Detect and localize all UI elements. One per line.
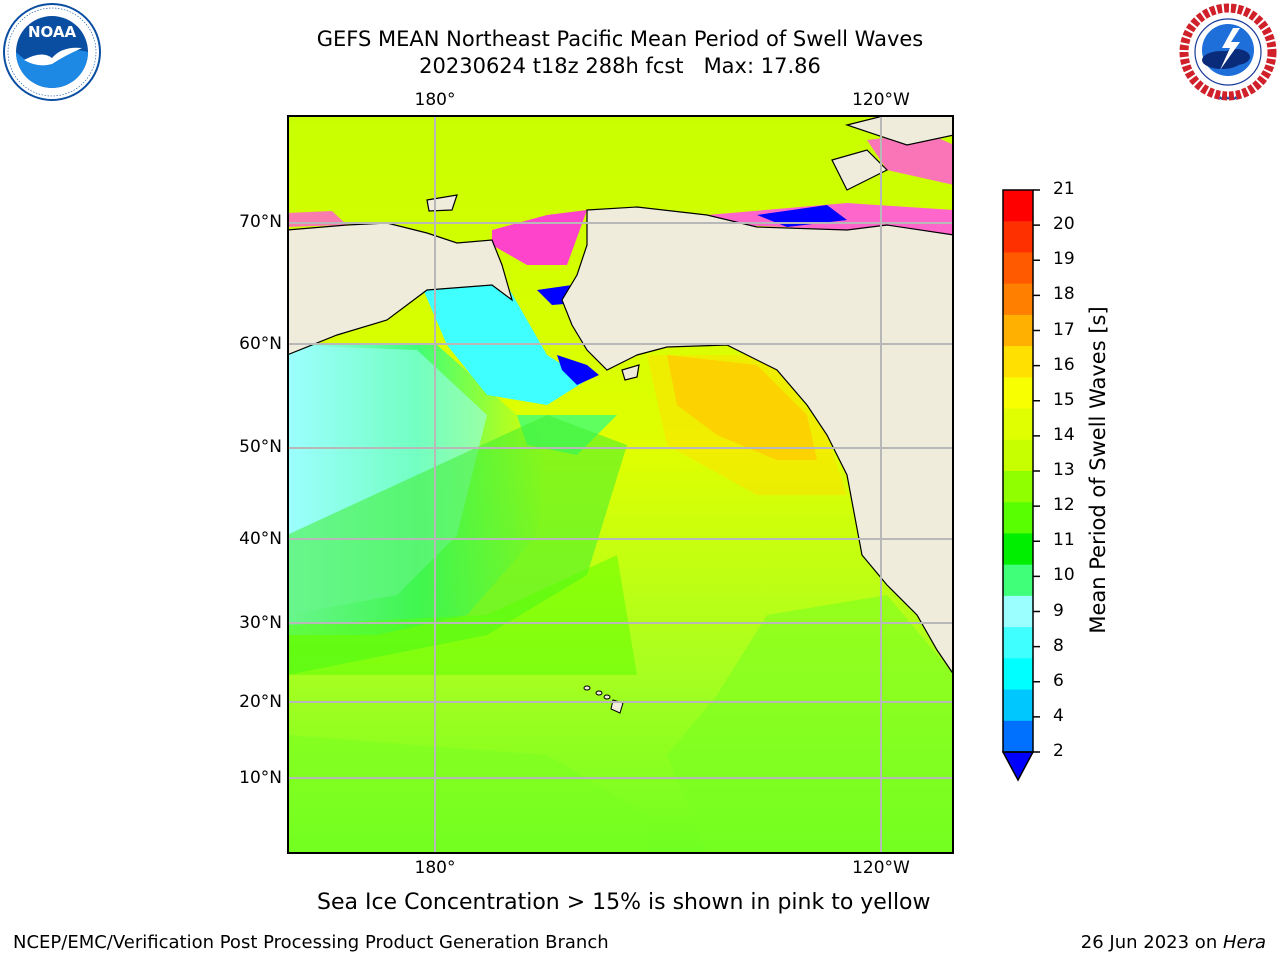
colorbar	[1001, 189, 1040, 782]
colorbar-segment	[1003, 720, 1033, 753]
nws-logo: ★ ★ ★	[1179, 3, 1277, 102]
colorbar-tick-label: 16	[1053, 354, 1075, 375]
colorbar-tick-label: 14	[1053, 424, 1075, 445]
colorbar-frame	[1002, 189, 1034, 753]
colorbar-tick-label: 9	[1053, 600, 1064, 621]
lat-label-30n: 30°N	[239, 613, 282, 633]
lon-label-bottom-180: 180°	[414, 858, 456, 878]
lat-label-50n: 50°N	[239, 437, 282, 457]
colorbar-segment	[1003, 190, 1033, 222]
noaa-logo: NOAA	[3, 3, 101, 101]
colorbar-segment	[1003, 314, 1033, 347]
colorbar-tick-label: 12	[1053, 495, 1075, 516]
noaa-logo-text: NOAA	[28, 23, 77, 41]
colorbar-segment	[1003, 533, 1033, 566]
footer-date: 26 Jun 2023 on Hera	[1081, 932, 1266, 953]
footer-date-text: 26 Jun 2023 on	[1080, 932, 1223, 953]
sea-ice-caption: Sea Ice Concentration > 15% is shown in …	[317, 890, 931, 915]
colorbar-tick-label: 6	[1053, 670, 1064, 691]
colorbar-segment	[1003, 439, 1033, 472]
swell-period-map	[287, 115, 954, 854]
lat-label-40n: 40°N	[239, 529, 282, 549]
graticule	[287, 115, 954, 854]
land-north-america	[561, 206, 954, 677]
colorbar-tick-label: 11	[1053, 530, 1075, 551]
lat-label-10n: 10°N	[239, 768, 282, 788]
colorbar-segment	[1003, 377, 1033, 410]
colorbar-segment	[1003, 627, 1033, 659]
bering-cyan-region	[417, 275, 587, 405]
colorbar-segment	[1003, 502, 1033, 534]
colorbar-tick-label: 10	[1053, 565, 1075, 586]
colorbar-segment	[1003, 658, 1033, 691]
colorbar-segment	[1003, 595, 1033, 628]
footer-credit: NCEP/EMC/Verification Post Processing Pr…	[13, 932, 609, 953]
colorbar-segment	[1003, 689, 1033, 722]
lon-label-top-180: 180°	[414, 90, 456, 110]
colorbar-segment	[1003, 346, 1033, 378]
lat-label-70n: 70°N	[239, 212, 282, 232]
colorbar-under-triangle	[1001, 751, 1035, 782]
lon-label-bottom-120w: 120°W	[852, 858, 910, 878]
colorbar-label: Mean Period of Swell Waves [s]	[1086, 306, 1110, 634]
colorbar-segment	[1003, 252, 1033, 285]
colorbar-tick-label: 19	[1053, 249, 1075, 270]
map-frame	[287, 115, 954, 854]
colorbar-tick-label: 4	[1053, 705, 1064, 726]
green-band	[287, 415, 627, 675]
colorbar-tick-label: 21	[1053, 179, 1075, 199]
colorbar-tick-label: 15	[1053, 389, 1075, 410]
colorbar-tick-label: 18	[1053, 284, 1075, 305]
colorbar-segment	[1003, 564, 1033, 597]
lat-label-20n: 20°N	[239, 692, 282, 712]
colorbar-segment	[1003, 471, 1033, 503]
colorbar-tick-label: 13	[1053, 460, 1075, 480]
colorbar-tick-label: 20	[1053, 214, 1075, 235]
lon-label-top-120w: 120°W	[852, 90, 910, 110]
colorbar-tick-label: 2	[1053, 741, 1064, 761]
colorbar-segment	[1003, 283, 1033, 316]
land-siberia	[287, 222, 514, 356]
colorbar-tick-label: 8	[1053, 635, 1064, 656]
lat-label-60n: 60°N	[239, 334, 282, 354]
colorbar-tick-label: 17	[1053, 319, 1075, 340]
footer-machine: Hera	[1222, 932, 1266, 953]
map-title: GEFS MEAN Northeast Pacific Mean Period …	[316, 27, 924, 51]
colorbar-segment	[1003, 221, 1033, 253]
map-subtitle: 20230624 t18z 288h fcst Max: 17.86	[419, 54, 821, 78]
colorbar-segment	[1003, 408, 1033, 441]
svg-text:★ ★ ★: ★ ★ ★	[1218, 95, 1238, 102]
